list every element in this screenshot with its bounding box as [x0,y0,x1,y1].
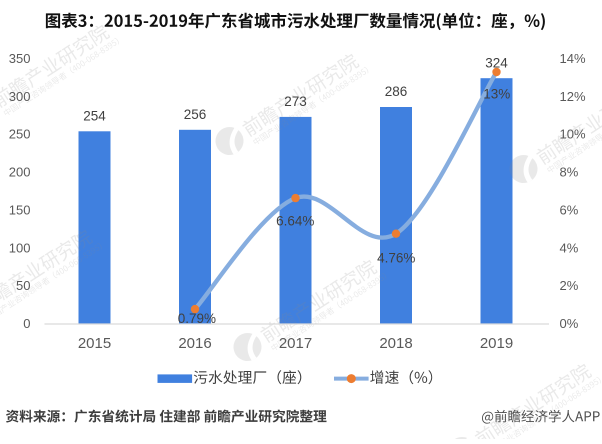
svg-text:150: 150 [9,202,31,217]
svg-text:2018: 2018 [379,335,412,352]
svg-text:2019: 2019 [480,335,513,352]
svg-text:286: 286 [385,84,408,99]
svg-text:4%: 4% [560,240,579,255]
svg-text:254: 254 [83,109,106,124]
svg-text:8%: 8% [560,165,579,180]
svg-text:12%: 12% [560,89,586,104]
svg-text:2017: 2017 [279,335,312,352]
svg-text:0: 0 [23,316,30,331]
svg-text:2016: 2016 [178,335,211,352]
svg-text:200: 200 [9,165,31,180]
svg-text:50: 50 [16,278,30,293]
svg-text:10%: 10% [560,127,586,142]
svg-text:324: 324 [485,55,508,70]
svg-text:300: 300 [9,89,31,104]
svg-text:13%: 13% [483,87,510,102]
svg-text:100: 100 [9,240,31,255]
svg-text:350: 350 [9,51,31,66]
svg-text:2%: 2% [560,278,579,293]
svg-text:0.79%: 0.79% [178,311,216,326]
svg-text:273: 273 [284,94,307,109]
svg-text:2015: 2015 [78,335,111,352]
svg-text:14%: 14% [560,51,586,66]
svg-text:6%: 6% [560,202,579,217]
svg-text:4.76%: 4.76% [377,251,415,266]
svg-text:250: 250 [9,127,31,142]
svg-text:0%: 0% [560,316,579,331]
svg-text:256: 256 [184,107,207,122]
svg-text:6.64%: 6.64% [276,213,314,228]
